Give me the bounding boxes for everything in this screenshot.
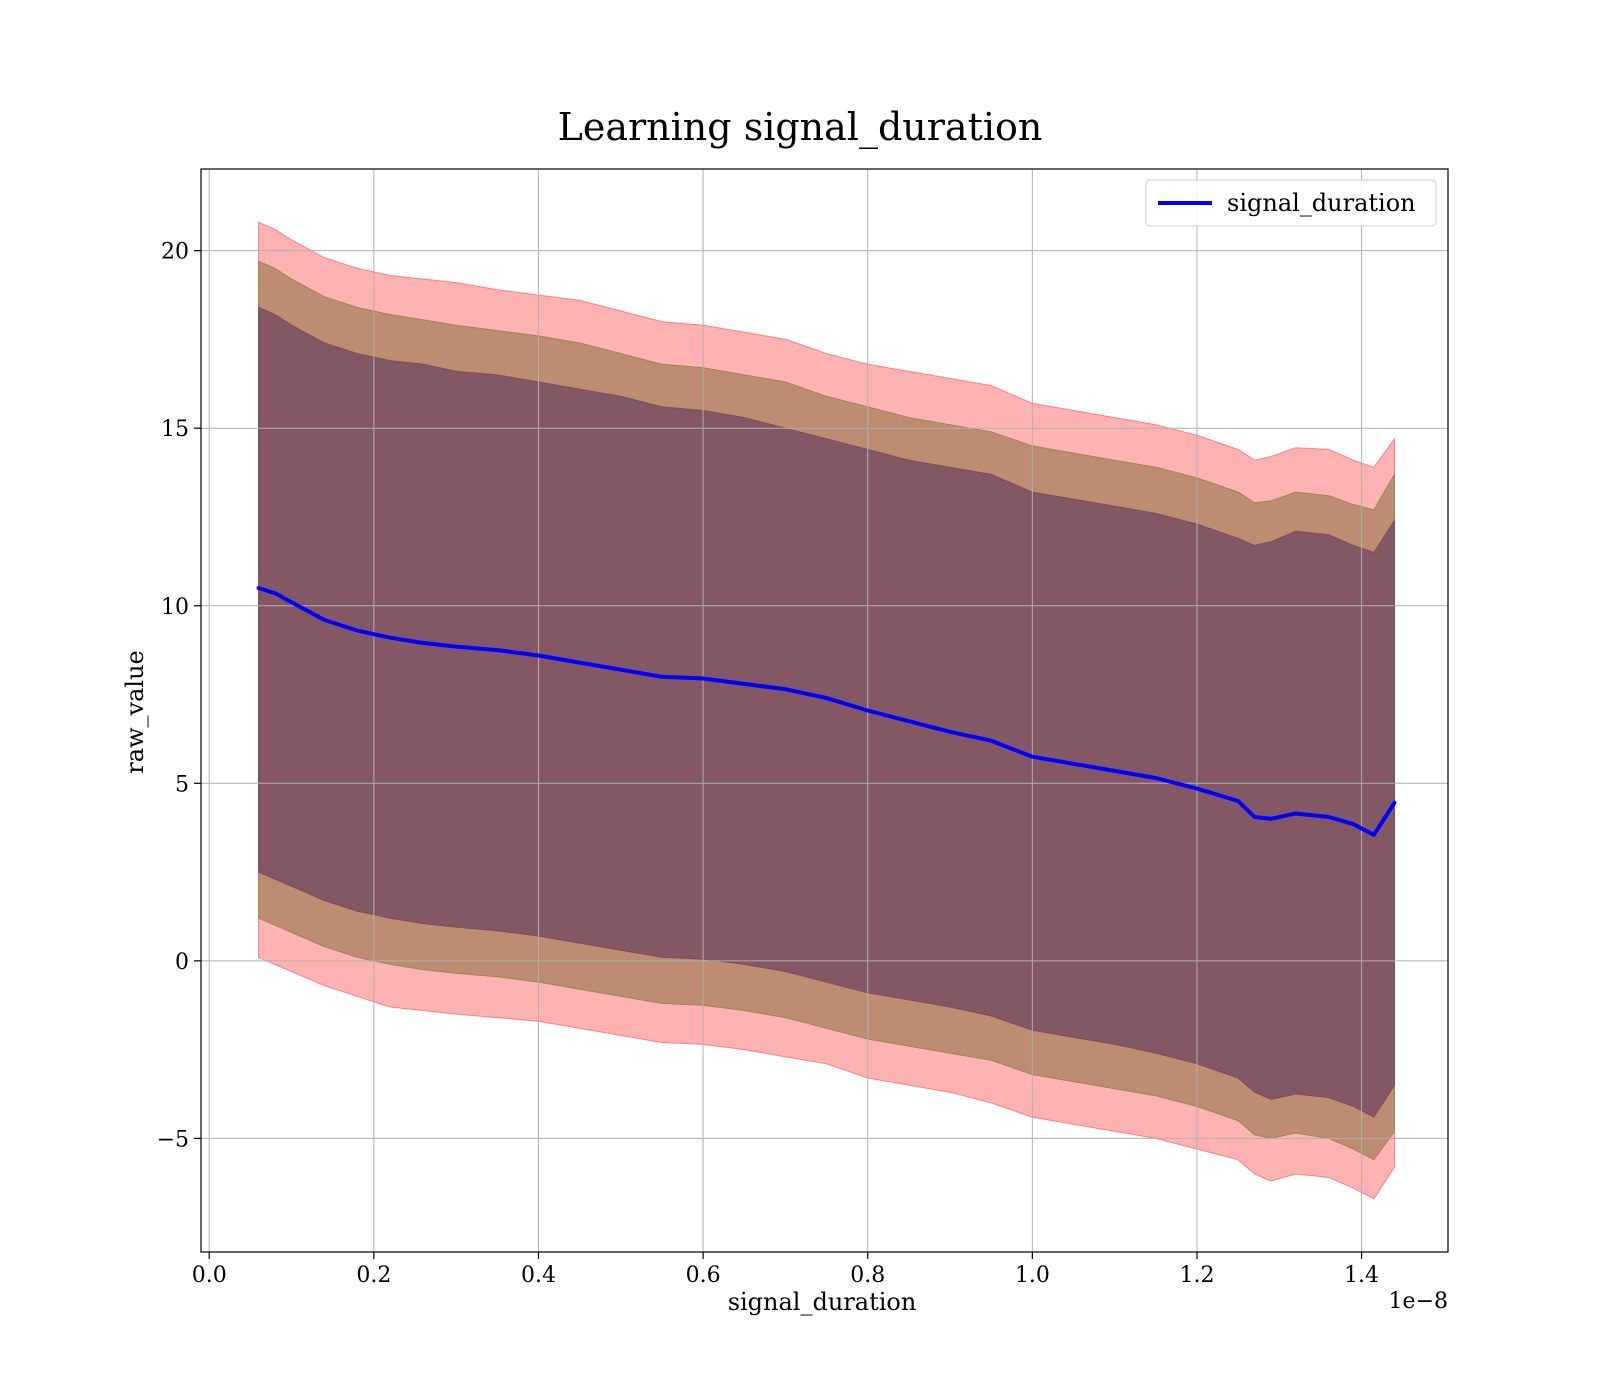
x-axis-ticks: 0.0 0.2 0.4 0.6 0.8 1.0 1.2 1.4 — [192, 1252, 1379, 1288]
y-tick-label: 0 — [175, 950, 189, 975]
y-tick-label: 20 — [161, 240, 189, 265]
x-axis-offset-text: 1e−8 — [1389, 1289, 1448, 1314]
y-axis-ticks: −5 0 5 10 15 20 — [157, 240, 201, 1152]
chart-title: Learning signal_duration — [558, 105, 1043, 150]
legend-box — [1145, 179, 1437, 227]
plot-frame — [200, 168, 1449, 1253]
y-tick-label: 10 — [161, 595, 189, 620]
x-tick-label: 0.8 — [850, 1263, 885, 1288]
y-tick-label: 5 — [175, 772, 189, 797]
y-tick-label: −5 — [157, 1127, 189, 1152]
x-axis-label: signal_duration — [728, 1288, 917, 1316]
mean-line-layer — [256, 586, 1397, 837]
y-axis-label: raw_value — [121, 650, 149, 774]
x-tick-label: 0.0 — [192, 1263, 227, 1288]
x-tick-label: 1.2 — [1179, 1263, 1214, 1288]
band-inner — [258, 306, 1395, 1118]
legend: signal_duration — [1145, 179, 1437, 227]
confidence-bands — [258, 221, 1395, 1200]
x-tick-label: 0.4 — [521, 1263, 556, 1288]
y-tick-label: 15 — [161, 417, 189, 442]
x-tick-label: 1.4 — [1344, 1263, 1379, 1288]
mean-line-signal_duration — [256, 586, 1397, 837]
x-tick-label: 0.6 — [686, 1263, 721, 1288]
x-tick-label: 1.0 — [1015, 1263, 1050, 1288]
x-tick-label: 0.2 — [356, 1263, 391, 1288]
legend-entry: signal_duration — [1227, 189, 1416, 217]
